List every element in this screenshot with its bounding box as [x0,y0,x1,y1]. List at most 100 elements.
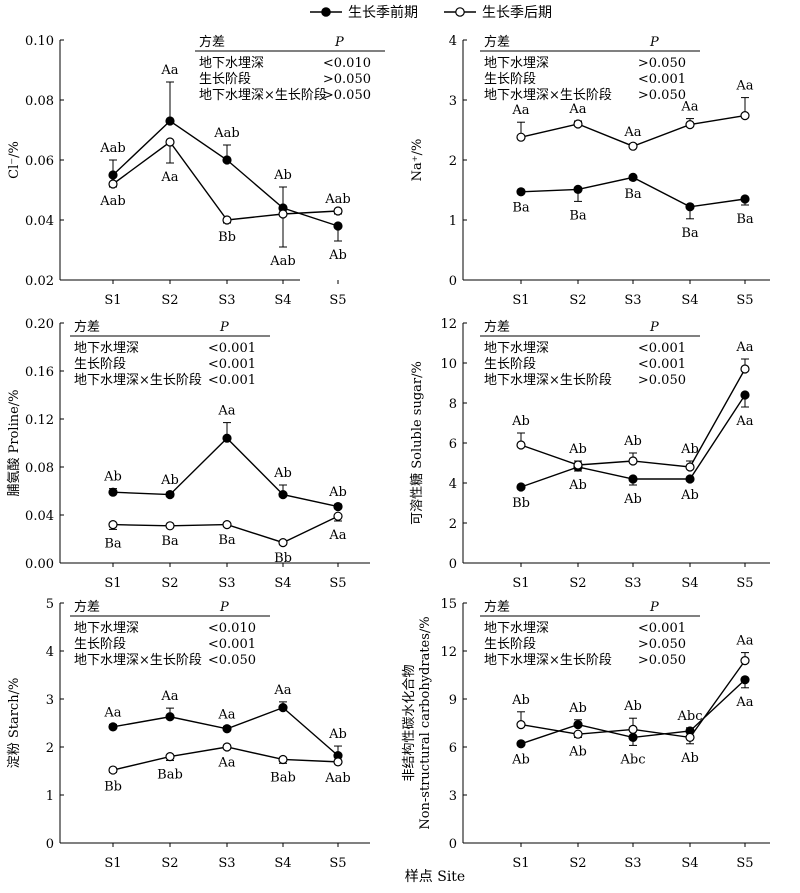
anova-factor-label: 地下水埋深×生长阶段 [74,373,202,388]
x-tick-label: S1 [512,856,529,871]
data-point [278,490,288,500]
anova-p-value: <0.001 [208,373,256,388]
y-tick-label: 0.04 [25,214,54,229]
data-label: Aa [735,79,753,94]
data-point [740,655,750,666]
data-point [222,724,232,734]
data-label: Ab [511,414,530,429]
y-axis-label-line2: Non-structural carbohydrates/% [418,616,433,829]
anova-header-p: P [649,35,659,50]
data-point [333,757,343,767]
anova-p-value: >0.050 [638,56,686,71]
data-point [516,187,526,197]
anova-factor-label: 地下水埋深×生长阶段 [74,653,202,668]
data-label: Ab [623,699,642,714]
series-early: Ab Ab Abc Abc Aa [511,675,754,767]
x-tick-label: S2 [569,293,586,308]
data-point [278,209,288,219]
data-point [628,172,638,182]
data-point [108,170,118,180]
anova-factor-label: 地下水埋深×生长阶段 [484,653,612,668]
data-point [165,521,175,531]
y-tick-label: 8 [449,397,457,412]
anova-header-factor: 方差 [199,34,225,50]
data-point [573,119,583,129]
anova-table: 方差 P 地下水埋深 <0.001 生长阶段 <0.001 地下水埋深×生长阶段 <0.001 [70,319,270,388]
x-tick-label: S3 [218,576,235,591]
x-tick-label: S4 [274,293,291,308]
y-tick-label: 0.00 [25,557,54,572]
y-tick-label: 2 [449,517,457,532]
data-label: Aa [511,103,529,118]
data-label: Aa [623,125,641,140]
x-tick-label: S4 [274,856,291,871]
data-point [516,739,526,749]
data-point [333,502,343,512]
chart-panel-4: 0 2 4 6 8 10 12 S1 S2 S3 S4 S5 可溶性糖 Soluble sugar/% 方… [409,317,770,591]
data-label: Bb [274,551,292,566]
data-label: Aa [568,102,586,117]
y-tick-label: 0.16 [25,365,54,380]
data-label: Ab [328,485,347,500]
legend-label-early: 生长季前期 [348,4,418,21]
data-label: Aa [735,340,753,355]
y-tick-label: 2 [46,741,54,756]
data-label: Ba [624,187,642,202]
anova-p-value: <0.001 [208,341,256,356]
data-label: Aa [273,683,291,698]
data-label: Ab [160,473,179,488]
x-tick-label: S2 [569,576,586,591]
data-point [740,110,750,121]
data-point [740,364,750,374]
data-label: Bab [270,770,296,785]
data-point [222,433,232,443]
data-label: Ab [273,466,292,481]
x-tick-label: S1 [104,576,121,591]
data-label: Bb [218,230,236,245]
data-label: Bab [157,767,183,782]
series-line [112,437,339,508]
data-point [685,119,695,130]
y-tick-label: 4 [46,645,54,660]
series-late: Bb Bab Aa Bab Aab [104,742,351,794]
data-point [165,137,175,147]
data-label: Ab [568,744,587,759]
anova-header-p: P [649,600,659,615]
series-late: Ba Ba Ba Bb Aa [104,511,347,566]
series-late: Aab Aa Bb Aab Aab [99,137,351,269]
y-axis-label: Cl⁻/% [7,141,22,179]
anova-factor-label: 地下水埋深×生长阶段 [199,88,327,103]
data-point [628,732,638,743]
x-tick-label: S1 [104,856,121,871]
y-tick-label: 0.10 [25,34,54,49]
anova-header-p: P [649,320,659,335]
x-tick-label: S5 [329,293,346,308]
data-point [516,132,526,142]
data-label: Ab [273,168,292,183]
data-label: Ba [736,212,754,227]
anova-factor-label: 地下水埋深 [484,341,549,356]
x-tick-label: S5 [736,293,753,308]
series-late: Aa Aa Aa Aa Aa [511,79,754,151]
anova-factor-label: 地下水埋深 [199,56,264,71]
data-label: Aa [680,100,698,115]
data-label: Ab [680,442,699,457]
data-point [740,194,750,204]
anova-header-factor: 方差 [74,599,100,615]
data-point [333,511,343,521]
y-tick-label: 6 [449,437,457,452]
y-tick-label: 0.20 [25,317,54,332]
y-tick-label: 10 [440,357,457,372]
anova-p-value: <0.001 [638,341,686,356]
y-tick-label: 0.04 [25,509,54,524]
data-point [222,742,232,752]
anova-p-value: <0.050 [208,653,256,668]
chart-panel-5: 0 1 2 3 4 5 S1 S2 S3 S4 S5 淀粉 Starch/% 方差 P 地下水埋深 <0.01… [7,597,370,871]
data-point [573,184,583,194]
data-point [628,474,638,484]
x-tick-label: S5 [736,576,753,591]
data-label: Aab [99,141,125,156]
y-tick-label: 4 [449,477,457,492]
data-point [628,141,638,151]
